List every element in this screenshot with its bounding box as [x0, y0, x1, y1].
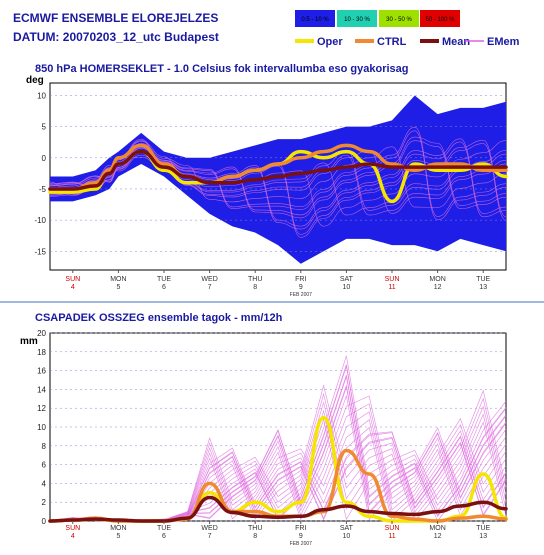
x-tick-date: 12 — [434, 533, 442, 540]
x-tick-date: 5 — [116, 284, 120, 291]
x-tick-day: SUN — [65, 276, 80, 283]
legend-swatch — [420, 10, 460, 27]
x-tick-day: FRI — [295, 525, 306, 532]
x-tick-date: 8 — [253, 284, 257, 291]
x-tick-day: THU — [248, 276, 262, 283]
legend-line-label: CTRL — [377, 36, 407, 48]
x-tick-date: 6 — [162, 284, 166, 291]
header-title: ECMWF ENSEMBLE ELOREJELZES — [13, 11, 218, 25]
x-month-label: FEB 2007 — [290, 292, 312, 298]
x-tick-day: MON — [429, 276, 445, 283]
x-tick-date: 10 — [343, 284, 351, 291]
temperature-chart: 1050-5-10-15SUN4MON5TUE6WED7THU8FRI9SAT1… — [34, 82, 508, 298]
precip-y-label: mm — [20, 336, 38, 347]
y-tick-label: -15 — [34, 247, 46, 256]
y-tick-label: 20 — [37, 329, 46, 338]
x-tick-date: 13 — [479, 533, 487, 540]
x-tick-date: 11 — [388, 533, 395, 540]
x-tick-date: 11 — [388, 284, 395, 291]
x-tick-day: MON — [429, 525, 445, 532]
x-tick-day: TUE — [157, 525, 171, 532]
x-tick-day: TUE — [476, 276, 490, 283]
x-month-label: FEB 2007 — [290, 541, 312, 547]
legend-swatch — [295, 10, 335, 27]
series-mean-line — [48, 495, 508, 523]
x-tick-day: SAT — [340, 525, 354, 532]
x-tick-date: 8 — [253, 533, 257, 540]
legend-line-label: Mean — [442, 36, 470, 48]
x-tick-date: 4 — [71, 533, 75, 540]
legend-line-label: EMem — [487, 36, 520, 48]
x-tick-day: WED — [201, 525, 217, 532]
probability-envelope — [50, 95, 506, 264]
x-tick-date: 4 — [71, 284, 75, 291]
y-tick-label: 0 — [42, 154, 47, 163]
y-tick-label: 0 — [42, 517, 47, 526]
x-tick-day: TUE — [157, 276, 171, 283]
legend-line-label: Oper — [317, 36, 343, 48]
ensemble-member-line — [49, 141, 507, 230]
legend-prob-label: 10 - 30 % — [344, 17, 370, 23]
x-tick-day: WED — [201, 276, 217, 283]
x-tick-day: TUE — [476, 525, 490, 532]
legend-prob-label: 30 - 50 % — [386, 17, 412, 23]
x-tick-date: 7 — [208, 284, 212, 291]
temp-chart-title: 850 hPa HOMERSEKLET - 1.0 Celsius fok in… — [35, 63, 409, 75]
x-tick-date: 6 — [162, 533, 166, 540]
x-tick-date: 12 — [434, 284, 442, 291]
y-tick-label: 10 — [37, 91, 46, 100]
x-tick-day: MON — [110, 276, 126, 283]
legend-swatch — [337, 10, 377, 27]
x-tick-day: SAT — [340, 276, 354, 283]
x-tick-date: 13 — [479, 284, 487, 291]
legend-prob-label: 50 - 100 % — [425, 17, 455, 23]
x-tick-day: SUN — [65, 525, 80, 532]
precipitation-chart: 20181614121086420SUN4MON5TUE6WED7THU8FRI… — [37, 329, 508, 547]
temp-y-label: deg — [26, 75, 44, 86]
y-tick-label: 8 — [42, 442, 47, 451]
x-tick-day: SUN — [385, 525, 400, 532]
plot-area — [49, 332, 507, 522]
legend-prob-label: 0.5 - 10 % — [301, 17, 329, 23]
y-tick-label: 14 — [37, 385, 46, 394]
y-tick-label: 4 — [42, 479, 47, 488]
y-tick-label: 2 — [42, 498, 47, 507]
header-datum: DATUM: 20070203_12_utc Budapest — [13, 30, 219, 44]
y-tick-label: 10 — [37, 423, 46, 432]
legend-swatch — [379, 10, 419, 27]
x-tick-day: THU — [248, 525, 262, 532]
x-tick-day: FRI — [295, 276, 306, 283]
y-tick-label: 18 — [37, 348, 46, 357]
x-tick-date: 10 — [343, 533, 351, 540]
y-tick-label: -5 — [39, 185, 47, 194]
y-tick-label: 5 — [42, 123, 47, 132]
series-mean-line — [48, 149, 508, 191]
x-tick-date: 5 — [116, 533, 120, 540]
y-tick-label: 12 — [37, 404, 46, 413]
x-tick-date: 9 — [299, 284, 303, 291]
x-tick-date: 9 — [299, 533, 303, 540]
x-tick-day: SUN — [385, 276, 400, 283]
y-tick-label: 6 — [42, 461, 47, 470]
legend: 0.5 - 10 % 10 - 30 % 30 - 50 % 50 - 100 % Op… — [295, 10, 520, 48]
x-tick-day: MON — [110, 525, 126, 532]
y-tick-label: -10 — [34, 216, 46, 225]
precip-chart-title: CSAPADEK OSSZEG ensemble tagok - mm/12h — [35, 312, 283, 324]
y-tick-label: 16 — [37, 367, 46, 376]
x-tick-date: 7 — [208, 533, 212, 540]
